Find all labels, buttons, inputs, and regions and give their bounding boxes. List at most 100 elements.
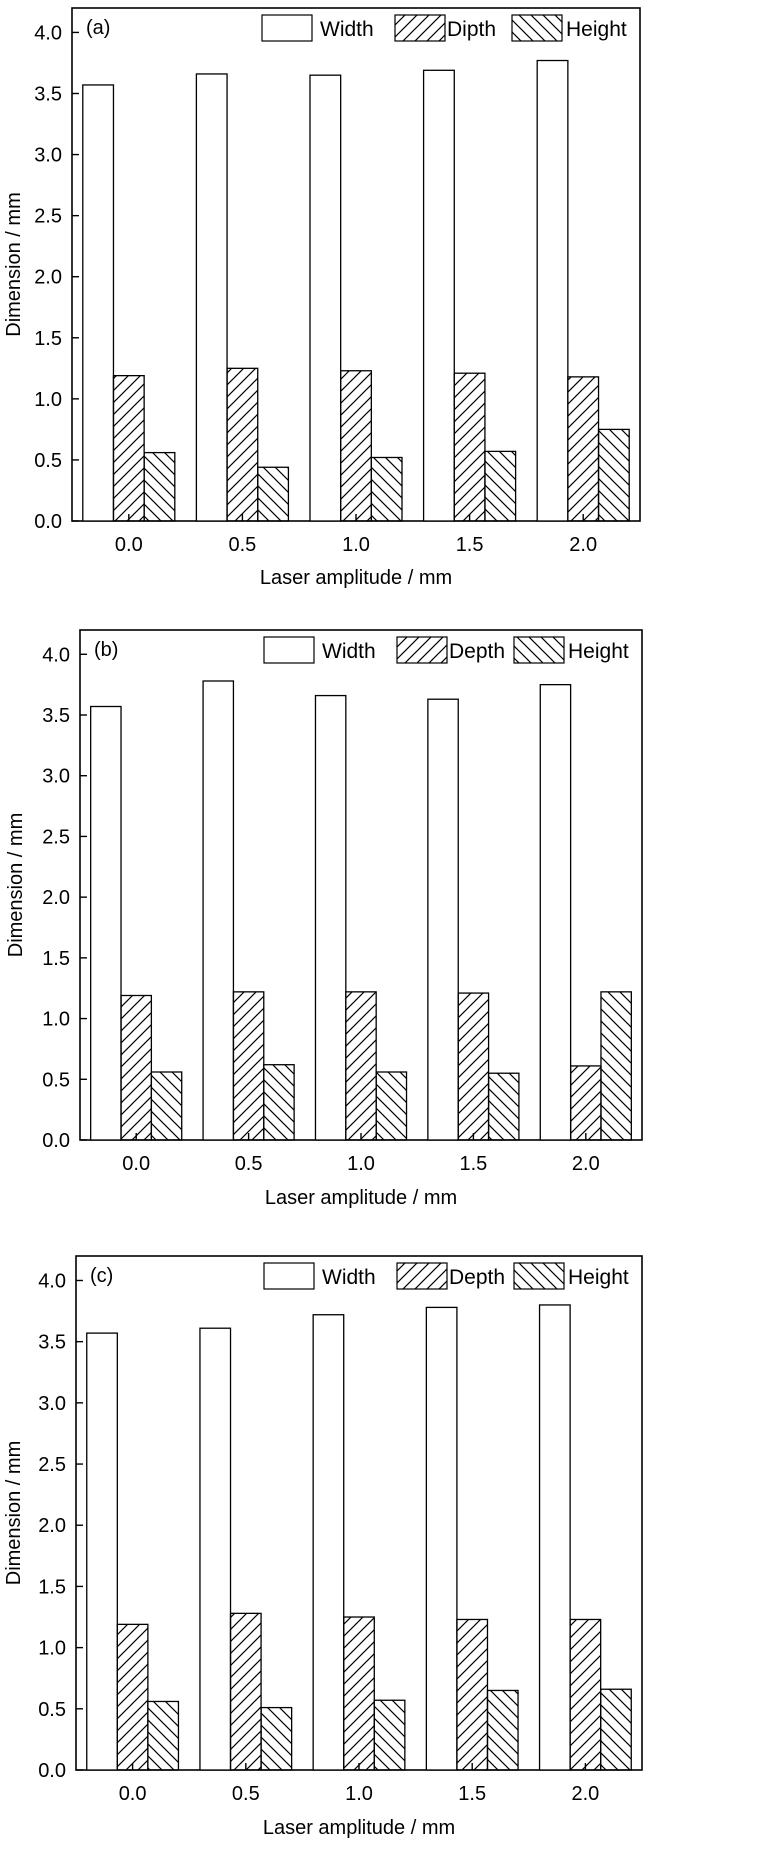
y-tick-label: 3.0: [42, 766, 70, 788]
bar-height-0-5: [263, 1064, 295, 1141]
y-tick-label: 1.5: [42, 948, 70, 970]
legend-swatch-width: [263, 636, 315, 664]
y-tick-label: 1.5: [34, 328, 62, 350]
y-tick-label: 3.0: [34, 145, 62, 167]
y-tick-label: 3.0: [38, 1393, 66, 1415]
legend-label-width: Width: [322, 640, 376, 663]
y-tick-label: 3.5: [38, 1332, 66, 1354]
y-tick-label: 1.0: [34, 389, 62, 411]
bar-depth-1-5: [456, 1618, 489, 1771]
y-tick-label: 1.0: [38, 1638, 66, 1660]
bar-height-1-0: [370, 456, 403, 522]
legend-swatch-height: [511, 14, 563, 42]
bar-width-1-5: [425, 1306, 458, 1771]
bar-depth-2-0: [569, 1065, 602, 1141]
y-tick-label: 0.5: [34, 450, 62, 472]
bar-depth-1-5: [457, 992, 490, 1141]
bar-depth-0-5: [232, 991, 265, 1141]
bar-width-1-0: [309, 74, 342, 522]
bar-height-0-5: [260, 1706, 293, 1771]
y-tick-label: 0.5: [42, 1069, 70, 1091]
y-tick-label: 0.0: [42, 1130, 70, 1152]
bar-dipth-2-0: [567, 376, 600, 522]
x-axis-label: Laser amplitude / mm: [260, 567, 452, 589]
bar-dipth-1-5: [453, 372, 486, 522]
chart-panel-3: 0.0 0.5 1.0 1.5 2.0 2.5 3.0 3.5 4.0 0.0 0.5 1.0 1.5 2…: [3, 1255, 643, 1839]
y-tick-label: 0.0: [34, 511, 62, 533]
chart-panel-2: 0.0 0.5 1.0 1.5 2.0 2.5 3.0 3.5 4.0 0.0 0.5 1.0 1.5 2…: [5, 629, 643, 1209]
bar-width-0-0: [82, 84, 115, 522]
legend-swatch-width: [263, 1262, 315, 1290]
bar-width-0-5: [199, 1327, 232, 1771]
y-tick-label: 2.0: [38, 1515, 66, 1537]
legend-swatch-depth: [396, 636, 448, 664]
bar-depth-1-0: [343, 1616, 375, 1771]
bar-depth-2-0: [569, 1618, 602, 1771]
y-tick-label: 0.5: [38, 1699, 66, 1721]
legend-label-dipth: Dipth: [447, 18, 496, 41]
bar-height-0-5: [257, 466, 290, 522]
panel-label: (b): [94, 639, 118, 661]
bar-width-2-0: [536, 59, 569, 522]
x-tick-label: 1.5: [459, 1153, 487, 1175]
bar-dipth-0-0: [112, 374, 145, 522]
bar-width-2-0: [539, 683, 572, 1141]
bar-height-0-0: [150, 1071, 183, 1141]
y-axis-label: Dimension / mm: [3, 192, 25, 336]
y-tick-label: 3.5: [42, 705, 70, 727]
x-tick-label: 0.5: [228, 534, 256, 556]
x-tick-label: 2.0: [572, 1153, 600, 1175]
bar-height-1-0: [373, 1699, 406, 1771]
bar-height-0-0: [147, 1700, 180, 1771]
x-tick-label: 2.0: [569, 534, 597, 556]
bar-height-2-0: [600, 1688, 632, 1771]
bar-width-1-0: [312, 1314, 345, 1771]
bar-height-0-0: [143, 451, 176, 522]
bar-depth-0-0: [116, 1623, 149, 1771]
bar-width-2-0: [538, 1304, 571, 1771]
bar-width-0-0: [90, 705, 122, 1141]
x-tick-label: 0.5: [232, 1783, 260, 1805]
bar-height-1-5: [487, 1072, 520, 1141]
legend-swatch-depth: [396, 1262, 448, 1290]
bar-height-2-0: [600, 991, 632, 1141]
panel-label: (c): [90, 1265, 113, 1287]
x-tick-label: 1.5: [456, 534, 484, 556]
y-tick-label: 4.0: [34, 22, 62, 44]
panel-label: (a): [86, 17, 110, 39]
y-tick-label: 4.0: [42, 644, 70, 666]
bar-dipth-1-0: [340, 370, 372, 522]
y-tick-label: 0.0: [38, 1760, 66, 1782]
legend-swatch-height: [513, 636, 565, 664]
legend-label-depth: Depth: [449, 640, 505, 663]
x-tick-label: 0.0: [119, 1783, 147, 1805]
legend-label-height: Height: [568, 1266, 629, 1289]
y-tick-label: 1.5: [38, 1576, 66, 1598]
legend-swatch-width: [261, 14, 313, 42]
legend-swatch-height: [513, 1262, 565, 1290]
x-tick-label: 1.5: [458, 1783, 486, 1805]
bar-height-2-0: [597, 428, 630, 522]
x-tick-label: 0.5: [235, 1153, 263, 1175]
legend-swatch-dipth: [394, 14, 446, 42]
bar-depth-0-0: [120, 994, 153, 1141]
bar-depth-0-5: [229, 1612, 262, 1771]
bar-width-0-5: [195, 73, 228, 522]
y-tick-label: 2.5: [34, 206, 62, 228]
bar-width-1-0: [314, 694, 347, 1141]
y-tick-label: 1.0: [42, 1009, 70, 1031]
x-axis-label: Laser amplitude / mm: [265, 1187, 457, 1209]
legend-label-height: Height: [566, 18, 627, 41]
bar-height-1-5: [484, 450, 517, 522]
x-tick-label: 0.0: [115, 534, 143, 556]
y-axis-label: Dimension / mm: [5, 813, 27, 957]
x-tick-label: 1.0: [347, 1153, 375, 1175]
chart-panel-1: 0.0 0.5 1.0 1.5 2.0 2.5 3.0 3.5 4.0 0.0 0.5 1.0 1.5 2…: [3, 7, 641, 589]
legend-label-width: Width: [320, 18, 374, 41]
x-tick-label: 1.0: [345, 1783, 373, 1805]
bar-height-1-5: [486, 1689, 519, 1771]
y-tick-label: 2.5: [42, 826, 70, 848]
y-axis-label: Dimension / mm: [3, 1441, 25, 1585]
